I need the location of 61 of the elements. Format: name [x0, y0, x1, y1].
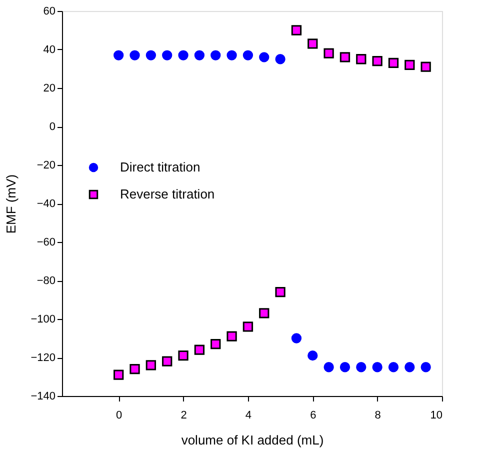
y-tick-label: −100 — [30, 314, 56, 326]
point — [210, 338, 221, 350]
legend-label: Direct titration — [120, 160, 200, 174]
point — [291, 25, 302, 36]
point — [178, 50, 188, 60]
point — [242, 50, 254, 60]
point — [162, 50, 172, 60]
x-tick-label: 4 — [245, 410, 252, 422]
y-tick-label: −40 — [36, 198, 56, 210]
legend-label: Reverse titration — [120, 186, 215, 202]
point — [210, 50, 221, 60]
point — [194, 50, 205, 60]
point — [340, 362, 350, 372]
point — [194, 344, 205, 355]
y-tick-label: −140 — [30, 390, 56, 402]
point — [404, 362, 415, 372]
point — [178, 350, 188, 361]
y-tick-label: −120 — [30, 352, 56, 364]
x-tick-label: 10 — [430, 410, 442, 422]
point — [388, 362, 399, 372]
point — [308, 350, 318, 361]
point — [259, 52, 270, 62]
point — [275, 286, 286, 298]
x-tick-label: 2 — [180, 410, 187, 422]
x-tick-label: 6 — [310, 410, 316, 422]
point — [404, 60, 415, 70]
point — [162, 356, 172, 366]
point — [146, 50, 156, 60]
point — [420, 62, 431, 72]
point — [372, 56, 382, 66]
point — [226, 50, 237, 60]
point — [324, 48, 334, 58]
y-tick-label: 40 — [43, 44, 56, 56]
point — [146, 360, 156, 370]
point — [388, 58, 399, 68]
point — [130, 364, 140, 374]
y-axis-title: EMF (mV) — [4, 174, 19, 234]
point — [114, 370, 124, 380]
point — [242, 322, 254, 332]
point — [308, 38, 318, 49]
point — [130, 50, 140, 60]
point — [356, 362, 366, 372]
point — [226, 331, 237, 342]
point — [275, 54, 286, 64]
y-tick-label: 0 — [49, 121, 56, 133]
point — [356, 54, 366, 64]
point — [324, 362, 334, 372]
y-tick-label: −20 — [36, 160, 56, 172]
x-axis-title: volume of KI added (mL) — [181, 432, 324, 448]
point — [259, 308, 270, 318]
y-tick-label: −80 — [36, 275, 56, 287]
point — [114, 50, 124, 60]
y-tick-label: 20 — [43, 82, 56, 94]
point — [340, 52, 350, 62]
point — [420, 362, 431, 372]
x-tick-label: 0 — [116, 410, 122, 422]
point — [291, 333, 302, 344]
y-tick-label: 60 — [43, 6, 56, 18]
x-tick-label: 8 — [374, 410, 381, 422]
y-tick-label: −60 — [36, 236, 56, 248]
point — [372, 362, 382, 372]
